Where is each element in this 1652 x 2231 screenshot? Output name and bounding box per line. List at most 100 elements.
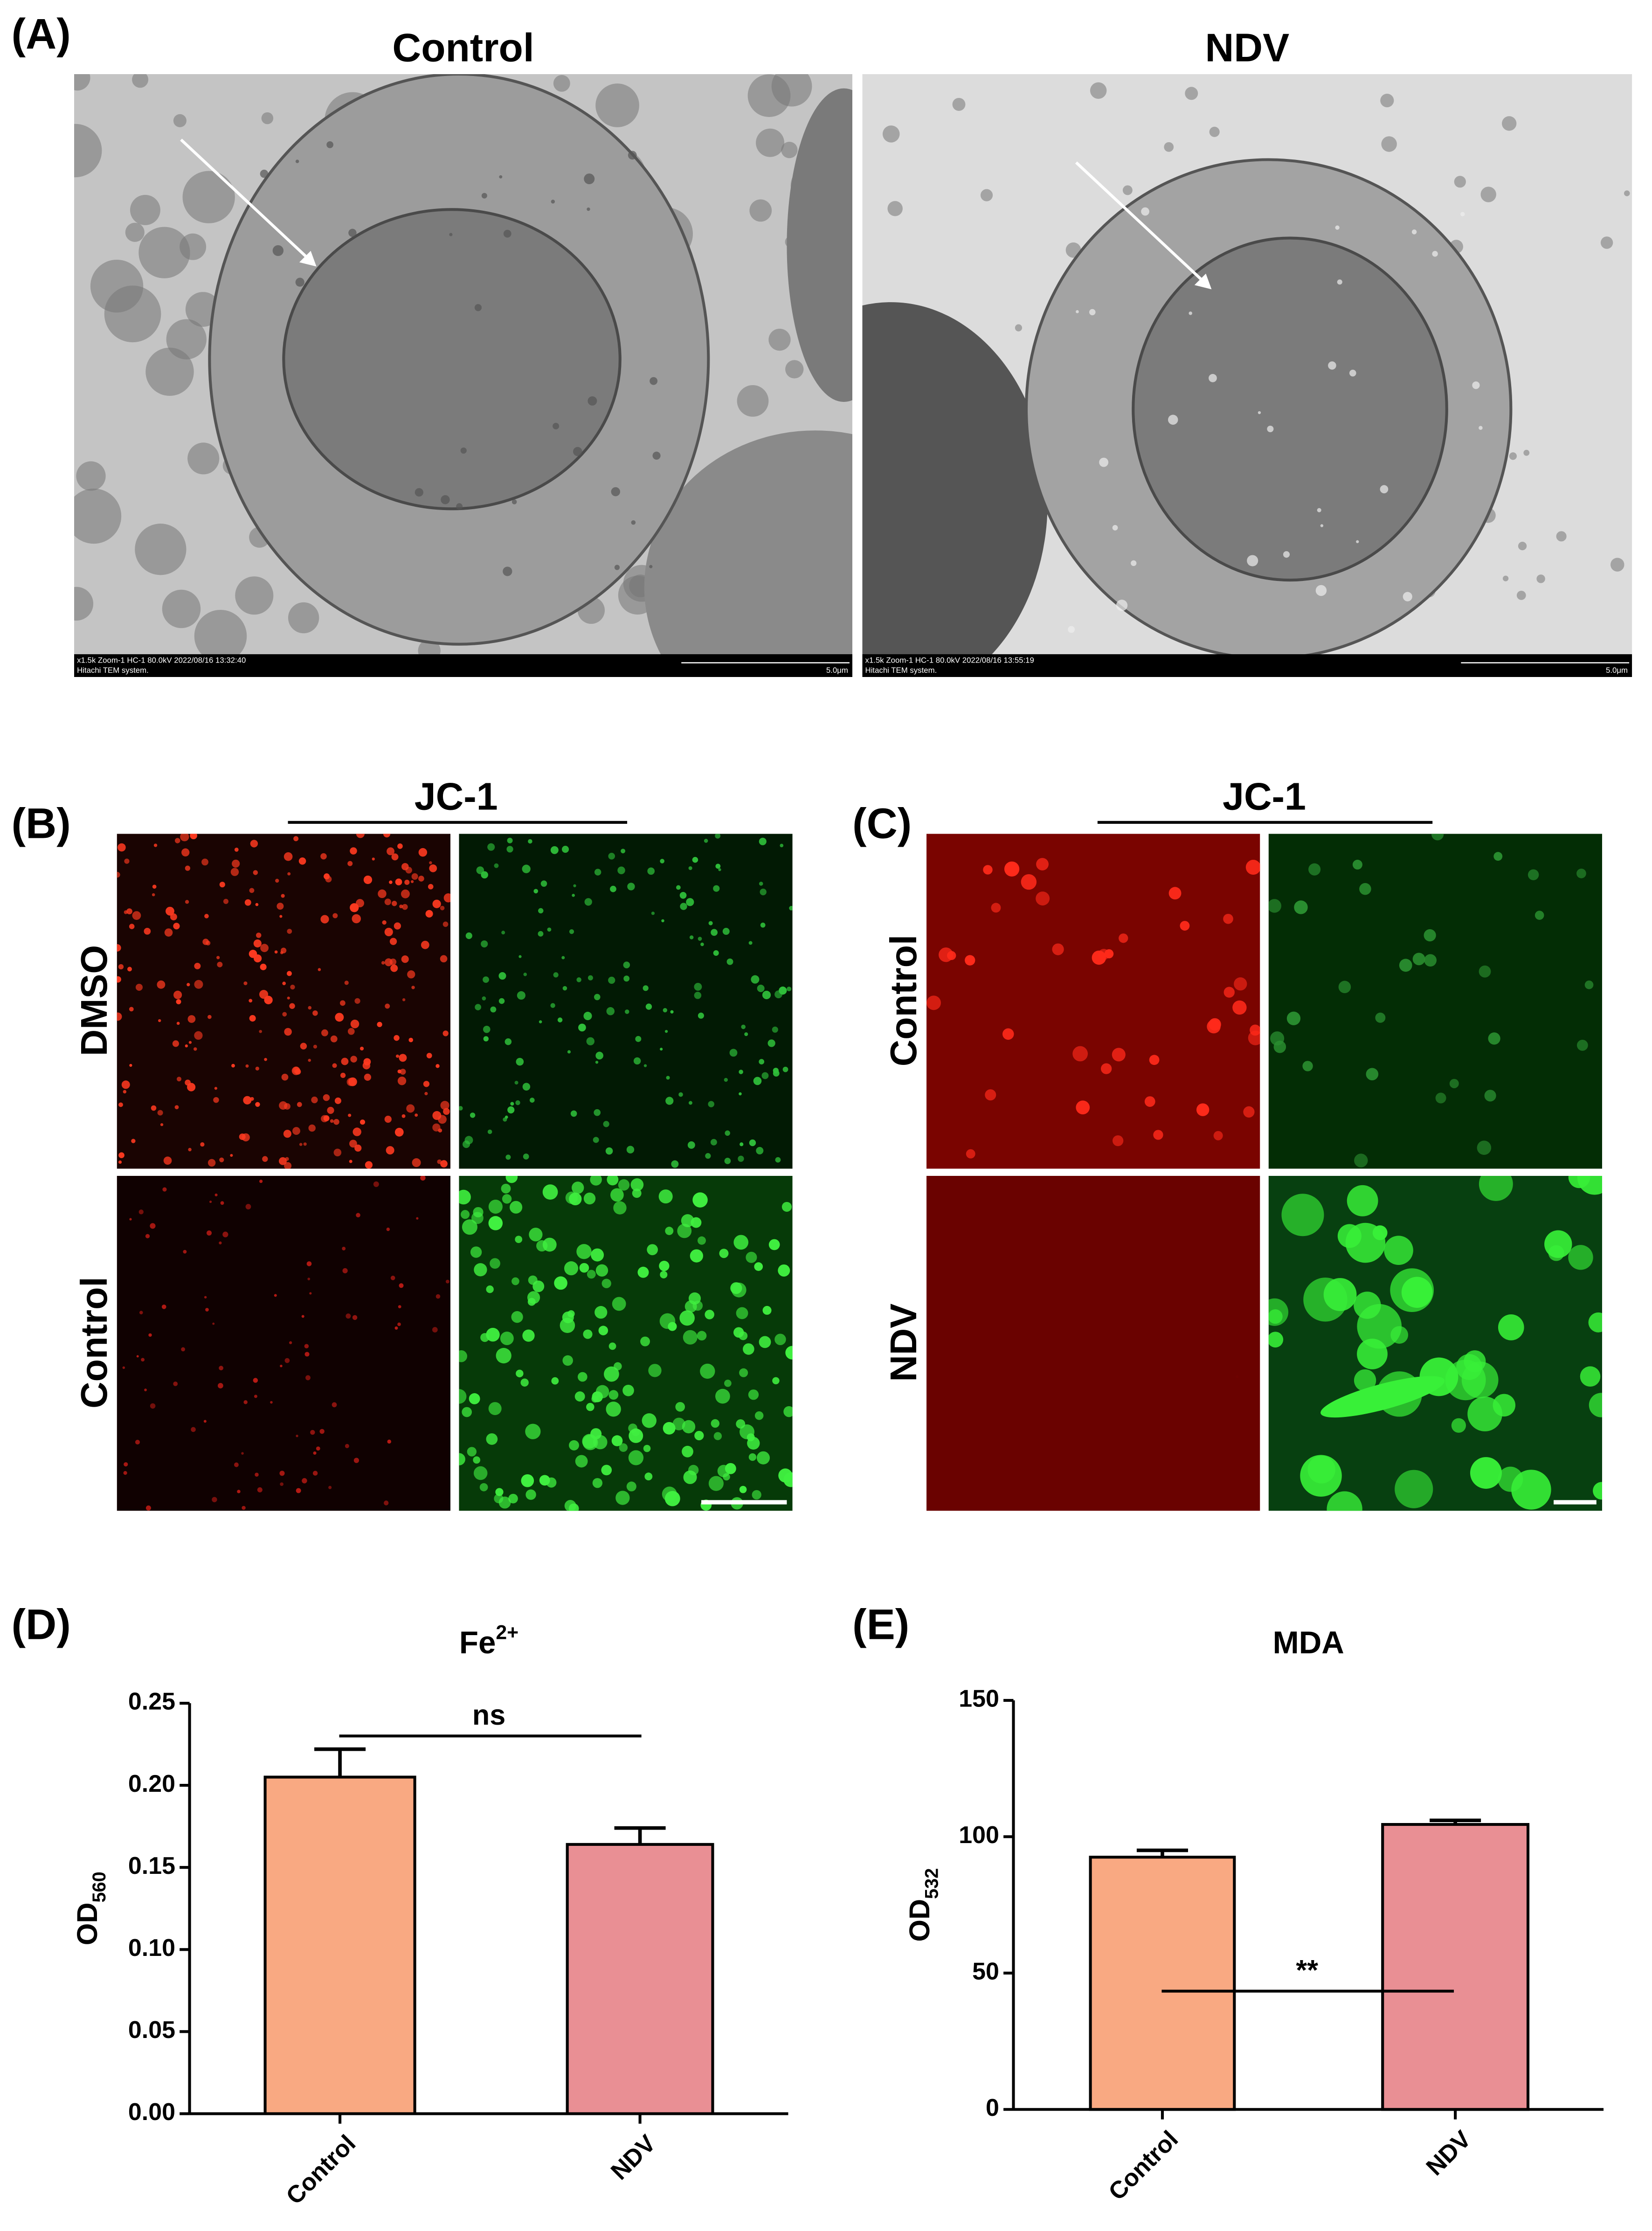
cell-signal: [353, 1127, 361, 1136]
footer-text: Hitachi TEM system.: [77, 666, 149, 675]
ylabel-subscript: 532: [921, 1868, 942, 1899]
cell-signal: [579, 1263, 589, 1273]
cell-signal: [686, 898, 694, 906]
cell-signal: [635, 1036, 642, 1042]
cell-signal: [432, 1327, 438, 1333]
cell-signal: [610, 885, 616, 892]
cell-signal: [966, 1149, 975, 1159]
cell-signal: [576, 977, 581, 982]
cell-signal: [1323, 1278, 1357, 1311]
cell-signal: [991, 903, 1001, 913]
cell-signal: [767, 1039, 775, 1047]
cell-signal: [663, 1008, 667, 1013]
cell-signal: [1104, 949, 1114, 959]
cell-signal: [1576, 1039, 1588, 1051]
cell-signal: [1004, 861, 1020, 877]
cell-signal: [1213, 1131, 1223, 1140]
cell-signal: [507, 837, 513, 843]
cell-signal: [574, 1391, 585, 1402]
cell-signal: [759, 1336, 771, 1348]
fluorescence-image: [117, 1175, 451, 1511]
cell-signal: [440, 905, 445, 911]
granule: [503, 566, 512, 576]
cell-signal: [661, 919, 664, 923]
cell-signal: [598, 1326, 608, 1335]
cell-signal: [525, 1423, 541, 1439]
cell-signal: [249, 999, 253, 1003]
cell-signal: [217, 1383, 223, 1388]
cell-signal: [177, 1077, 182, 1082]
cell-signal: [158, 1019, 161, 1022]
cell-signal: [172, 1040, 179, 1047]
cell-signal: [443, 893, 451, 903]
organelle: [162, 589, 201, 629]
organelle: [595, 83, 639, 127]
granule: [481, 193, 487, 199]
cell-signal: [415, 1113, 418, 1117]
cell-signal: [245, 1064, 249, 1068]
cell-signal: [201, 858, 208, 866]
y-tick-label: 0.10: [128, 1934, 175, 1962]
cell-signal: [365, 1161, 373, 1169]
row-label: DMSO: [73, 945, 115, 1056]
cell-signal: [332, 1063, 337, 1068]
cell-signal: [214, 1193, 218, 1196]
cell-signal: [1113, 1135, 1124, 1147]
cell-signal: [572, 893, 575, 897]
cell-signal: [279, 915, 283, 918]
cell-signal: [330, 1035, 338, 1043]
cell-signal: [724, 1158, 731, 1164]
cell-signal: [983, 865, 993, 875]
cell-signal: [132, 911, 141, 920]
cell-signal: [284, 1358, 290, 1363]
cell-signal: [1232, 1000, 1247, 1015]
cell-signal: [1451, 1418, 1466, 1433]
cell-signal: [127, 967, 132, 972]
cell-signal: [514, 1081, 518, 1085]
cell-signal: [395, 1054, 399, 1058]
cell-signal: [659, 1261, 670, 1271]
cell-signal: [1399, 959, 1412, 972]
cell-signal: [213, 1097, 219, 1103]
granule: [1247, 555, 1258, 566]
organelle: [187, 442, 220, 475]
cell-signal: [207, 1015, 212, 1019]
cell-signal: [426, 1053, 432, 1058]
cell-signal: [480, 1333, 490, 1342]
cell-signal: [298, 857, 306, 865]
granule: [584, 173, 595, 185]
cell-signal: [256, 932, 262, 938]
cell-signal: [353, 1457, 359, 1463]
cell-signal: [312, 1471, 318, 1476]
cell-signal: [216, 956, 220, 960]
title-text: MDA: [1273, 1625, 1344, 1660]
cell-signal: [1345, 1223, 1386, 1263]
neighbor-cell: [787, 88, 853, 402]
cell-signal: [759, 1059, 765, 1065]
cell-signal: [539, 1475, 550, 1486]
cell-signal: [726, 958, 733, 965]
cell-signal: [407, 970, 415, 979]
cell-signal: [501, 1183, 511, 1194]
cell-signal: [782, 1066, 788, 1072]
cell-signal: [377, 1022, 382, 1027]
cell-signal: [296, 1488, 301, 1493]
cell-signal: [397, 1322, 401, 1326]
cell-signal: [230, 868, 239, 876]
cell-signal: [354, 998, 360, 1004]
x-tick-label: Control: [281, 2130, 361, 2210]
cell-signal: [538, 931, 544, 937]
granule: [348, 228, 357, 237]
cell-signal: [1528, 869, 1539, 880]
cell-signal: [1401, 1277, 1433, 1308]
cell-signal: [123, 1090, 127, 1094]
organelle: [74, 74, 90, 91]
cell-signal: [440, 1160, 448, 1167]
cell-signal: [926, 995, 941, 1010]
granule: [1116, 600, 1128, 611]
granule: [1460, 212, 1465, 216]
cell-signal: [722, 928, 730, 935]
cell-signal: [1424, 929, 1436, 942]
cell-signal: [281, 894, 285, 898]
cell-signal: [194, 962, 201, 969]
